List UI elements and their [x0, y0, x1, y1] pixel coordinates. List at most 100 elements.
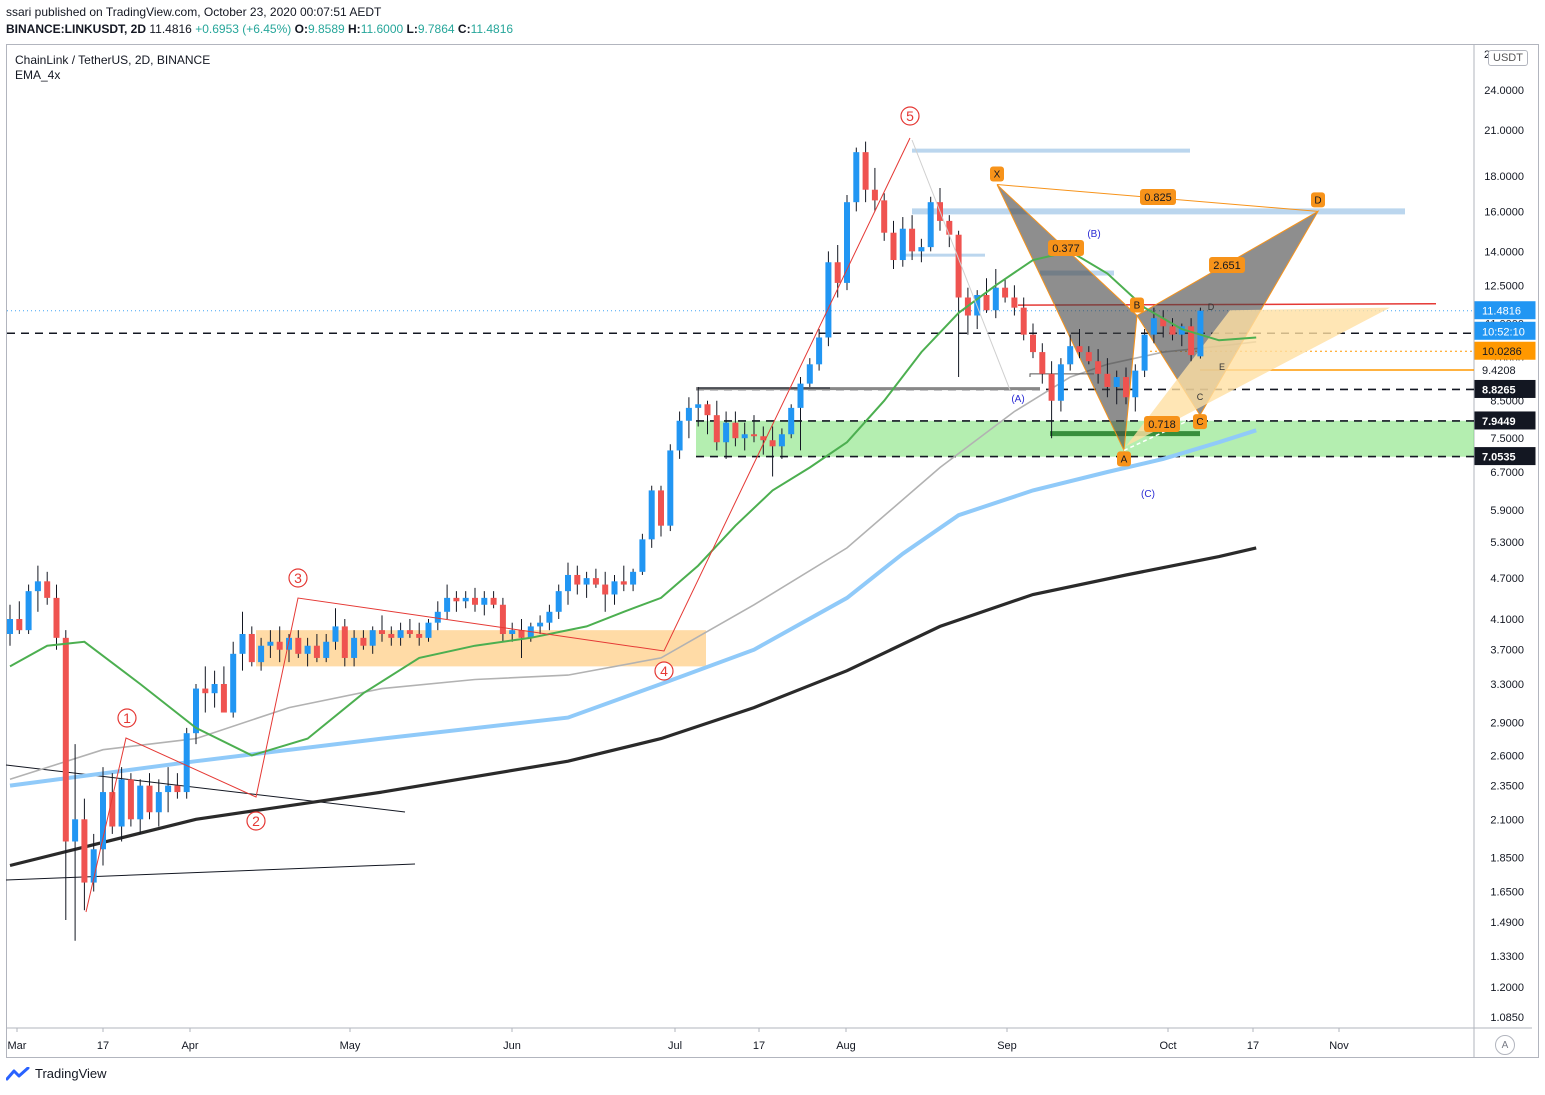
candle-body	[379, 630, 385, 634]
candle-body	[927, 202, 934, 248]
candle-body	[676, 420, 683, 451]
x-tick-label: Mar	[8, 1040, 27, 1052]
symbol-name[interactable]: BINANCE:LINKUSDT, 2D	[6, 22, 147, 36]
candle-body	[1095, 361, 1102, 374]
candle-body	[769, 440, 776, 447]
candle-body	[732, 422, 739, 439]
candle-body	[341, 626, 348, 658]
small-point-label: C	[1197, 392, 1204, 402]
price-label: 8.8265	[1482, 384, 1516, 396]
auto-scale-button[interactable]: A	[1495, 1035, 1515, 1055]
x-tick-label: Oct	[1159, 1040, 1176, 1052]
wave-label: 1	[123, 710, 131, 726]
candle-body	[499, 604, 506, 634]
wave-label: 3	[294, 570, 302, 586]
footer-brand[interactable]: TradingView	[6, 1066, 107, 1081]
candle-body	[481, 597, 488, 605]
candle-body	[109, 792, 116, 827]
candle-body	[741, 434, 748, 439]
ratio-label: 0.825	[1144, 192, 1172, 204]
candle-body	[918, 247, 925, 252]
wave-label: 5	[906, 108, 914, 124]
candle-body	[509, 630, 516, 634]
candle-body	[193, 688, 199, 734]
price-label: 9.4208	[1482, 365, 1516, 377]
candle-body	[444, 597, 451, 612]
pattern-point-label: D	[1314, 195, 1321, 206]
candle-body	[127, 779, 134, 820]
y-tick-label: 21.0000	[1484, 125, 1524, 137]
candle-body	[1085, 352, 1092, 362]
ratio-label: 2.651	[1213, 260, 1241, 272]
harmonic-xab	[996, 184, 1138, 453]
candle-body	[239, 633, 246, 654]
pattern-point-box	[1117, 451, 1131, 467]
candle-body	[462, 597, 469, 602]
chart-legend: ChainLink / TetherUS, 2D, BINANCE EMA_4x	[15, 53, 210, 83]
candle-body	[946, 220, 953, 235]
wave-label-circle	[900, 106, 920, 126]
y-tick-label: 6.7000	[1490, 467, 1524, 479]
y-tick-label: 7.5000	[1490, 433, 1524, 445]
candle-body	[388, 633, 395, 638]
small-point-label: E	[1219, 362, 1225, 372]
pattern-point-box	[1130, 297, 1144, 313]
y-tick-label: 1.4900	[1490, 917, 1524, 929]
candle-body	[34, 581, 41, 592]
abc-label: (A)	[1011, 394, 1024, 405]
price-label-box	[1474, 379, 1536, 398]
candle-body	[472, 597, 478, 605]
y-tick-label: 3.3000	[1490, 679, 1524, 691]
candle-body	[360, 637, 367, 646]
y-tick-label: 4.1000	[1490, 614, 1524, 626]
candle-body	[1048, 373, 1055, 401]
candle-body	[165, 785, 172, 793]
low-label: L:	[406, 22, 418, 36]
candle-body	[1197, 310, 1204, 357]
legend-indicator[interactable]: EMA_4x	[15, 68, 61, 82]
candle-body	[592, 578, 599, 585]
candle-body	[788, 407, 795, 435]
candle-body	[955, 234, 962, 298]
footer-brand-label: TradingView	[35, 1066, 107, 1081]
candle-body	[295, 637, 302, 654]
open-value: 9.8589	[307, 22, 345, 36]
candle-body	[1169, 326, 1176, 335]
chart-frame	[6, 44, 1539, 1058]
x-tick-label: 17	[97, 1040, 109, 1052]
thin-grey-line	[911, 139, 1011, 391]
pattern-point-box	[1193, 414, 1207, 430]
pattern-point-label: B	[1134, 301, 1141, 312]
candle-body	[183, 733, 190, 793]
candle-body	[137, 785, 144, 820]
candle-body	[639, 539, 646, 572]
price-change: +0.6953 (+6.45%)	[195, 22, 292, 36]
ratio-label: 0.718	[1148, 419, 1176, 431]
wave-label-circle	[654, 661, 674, 681]
trendline	[5, 764, 406, 813]
y-tick-label: 2	[1484, 49, 1490, 61]
candle-body	[871, 189, 878, 201]
candle-body	[583, 578, 590, 585]
candle-body	[1067, 346, 1074, 365]
resistance-bar	[912, 148, 1190, 153]
x-tick-label: Jun	[503, 1040, 521, 1052]
candle-body	[416, 633, 423, 638]
candle-body	[611, 581, 618, 595]
candle-body	[620, 581, 627, 585]
low-value: 9.7864	[417, 22, 455, 36]
candle-body	[1057, 364, 1064, 401]
candle-body	[286, 637, 292, 650]
candle-body	[648, 490, 655, 540]
price-label-box	[1474, 411, 1536, 430]
legend-title[interactable]: ChainLink / TetherUS, 2D, BINANCE	[15, 53, 211, 67]
publish-info: ssari published on TradingView.com, Octo…	[6, 5, 382, 19]
candle-body	[118, 779, 125, 827]
y-tick-label: 4.7000	[1490, 573, 1524, 585]
currency-button[interactable]: USDT	[1488, 50, 1528, 66]
candle-body	[1160, 318, 1167, 327]
pattern-point-label: X	[994, 170, 1001, 181]
price-label-box	[1474, 360, 1536, 379]
candle-body	[304, 645, 311, 654]
